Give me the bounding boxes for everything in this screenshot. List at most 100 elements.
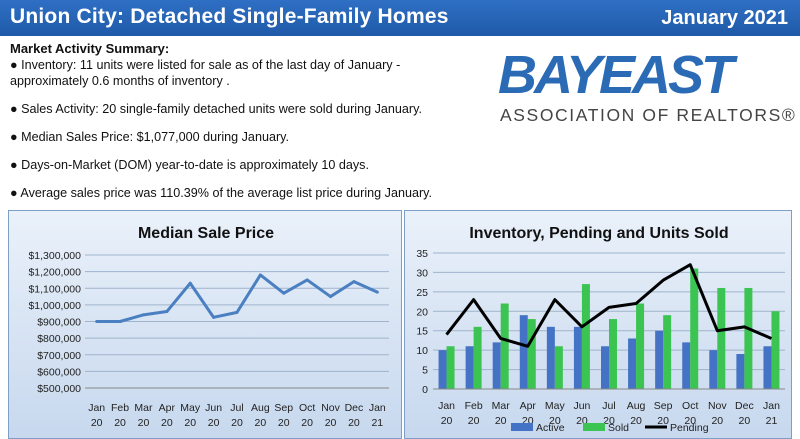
bar-active: [465, 346, 474, 389]
x-tick-label: Jun: [573, 400, 590, 412]
bar-sold: [744, 287, 753, 389]
y-tick-label: $800,000: [37, 333, 81, 345]
bar-sold: [663, 315, 672, 389]
bar-active: [763, 346, 772, 389]
bar-active: [736, 354, 745, 389]
x-tick-label: 20: [549, 415, 561, 427]
data-point: [329, 295, 333, 299]
x-tick-label: Aug: [627, 400, 646, 412]
bar-sold: [771, 311, 780, 389]
data-point: [95, 320, 99, 323]
x-tick-label: 20: [522, 415, 534, 427]
data-point: [352, 280, 356, 284]
data-point: [141, 313, 145, 317]
bar-sold: [554, 346, 563, 389]
data-point: [118, 320, 122, 323]
y-tick-label: $900,000: [37, 317, 81, 329]
x-tick-label: 20: [576, 415, 588, 427]
data-point: [258, 273, 262, 277]
x-tick-label: Jan: [88, 402, 105, 414]
median-price-chart-panel: Median Sale Price $500,000 $600,000 $700,0…: [8, 210, 402, 439]
x-tick-label: Feb: [111, 402, 129, 414]
x-tick-label: Oct: [682, 400, 698, 412]
logo-brand: BAYEAST: [498, 45, 734, 105]
y-tick-label: $500,000: [37, 383, 81, 395]
legend-label-pending: Pending: [670, 422, 709, 434]
x-tick-label: 20: [325, 417, 337, 429]
x-tick-label: 20: [684, 415, 696, 427]
series-line-pending: [445, 263, 773, 348]
y-tick-label: 0: [422, 384, 428, 396]
x-tick-label: 20: [630, 415, 642, 427]
y-tick-label: 15: [416, 326, 428, 338]
y-tick-label: $1,200,000: [28, 267, 81, 279]
bayeast-logo: BAYEAST ASSOCIATION OF REALTORS®: [498, 45, 797, 128]
x-tick-label: Feb: [465, 400, 483, 412]
inventory-chart: Inventory, Pending and Units Sold 0 5 10 15…: [416, 225, 785, 434]
bar-sold: [690, 268, 699, 389]
chart-title: Median Sale Price: [138, 225, 274, 242]
bar-sold: [636, 303, 645, 389]
summary-item-dom: ● Days-on-Market (DOM) year-to-date is a…: [10, 158, 369, 172]
data-point: [212, 315, 216, 319]
data-point: [375, 290, 379, 294]
summary-title: Market Activity Summary:: [10, 41, 170, 56]
bar-sold: [609, 319, 617, 389]
series-line-median-price: [96, 273, 378, 323]
report-title: Union City: Detached Single-Family Homes: [10, 5, 449, 28]
legend-label-sold: Sold: [608, 422, 629, 434]
bar-active: [519, 315, 528, 389]
x-tick-label: 20: [114, 417, 126, 429]
market-summary: Market Activity Summary: ● Inventory: 11…: [10, 41, 480, 201]
x-tick-label: Sep: [274, 402, 293, 414]
y-tick-label: 30: [416, 267, 428, 279]
summary-item-sales: ● Sales Activity: 20 single-family detac…: [10, 102, 422, 116]
x-tick-label: Jul: [602, 400, 615, 412]
inventory-chart-panel: Inventory, Pending and Units Sold 0 5 10 15…: [404, 210, 792, 439]
legend-label-active: Active: [536, 422, 565, 434]
summary-item-inventory-cont: approximately 0.6 months of inventory .: [10, 74, 230, 88]
bar-sold: [473, 326, 482, 389]
x-tick-label: Nov: [321, 402, 340, 414]
data-point: [188, 281, 192, 285]
y-tick-label: $700,000: [37, 350, 81, 362]
y-tick-label: $1,100,000: [28, 283, 81, 295]
x-tick-label: Apr: [159, 402, 176, 414]
median-price-chart: Median Sale Price $500,000 $600,000 $700,0…: [28, 225, 389, 429]
x-tick-label: 20: [468, 415, 480, 427]
x-tick-label: Jan: [763, 400, 780, 412]
y-tick-label: 5: [422, 365, 428, 377]
bar-active: [573, 326, 582, 389]
x-tick-label: Oct: [299, 402, 315, 414]
x-tick-label: 20: [348, 417, 360, 429]
x-tick-label: Dec: [345, 402, 364, 414]
logo-subtitle: ASSOCIATION OF REALTORS®: [500, 105, 797, 125]
bar-active: [438, 350, 447, 389]
summary-item-median-price: ● Median Sales Price: $1,077,000 during …: [10, 130, 290, 144]
x-tick-label: 21: [766, 415, 778, 427]
bar-active: [682, 342, 691, 389]
data-point: [282, 291, 286, 295]
bar-active: [709, 350, 718, 389]
data-point: [305, 278, 309, 282]
bar-active: [492, 342, 501, 389]
report-header: Union City: Detached Single-Family Homes…: [0, 0, 800, 36]
x-tick-label: 20: [441, 415, 453, 427]
x-tick-label: 20: [739, 415, 751, 427]
bar-sold: [500, 303, 509, 389]
x-tick-label: 20: [603, 415, 615, 427]
x-tick-label: 20: [301, 417, 313, 429]
y-tick-label: $1,300,000: [28, 250, 81, 262]
x-tick-label: 20: [138, 417, 150, 429]
x-tick-label: 20: [91, 417, 103, 429]
y-tick-label: $600,000: [37, 366, 81, 378]
y-tick-label: 25: [416, 287, 428, 299]
data-point: [165, 310, 169, 314]
x-tick-label: Mar: [134, 402, 153, 414]
bar-active: [546, 326, 555, 389]
x-tick-label: Jun: [205, 402, 222, 414]
x-tick-label: 20: [208, 417, 220, 429]
x-tick-label: 20: [278, 417, 290, 429]
x-tick-label: 20: [255, 417, 267, 429]
y-tick-label: 20: [416, 306, 428, 318]
